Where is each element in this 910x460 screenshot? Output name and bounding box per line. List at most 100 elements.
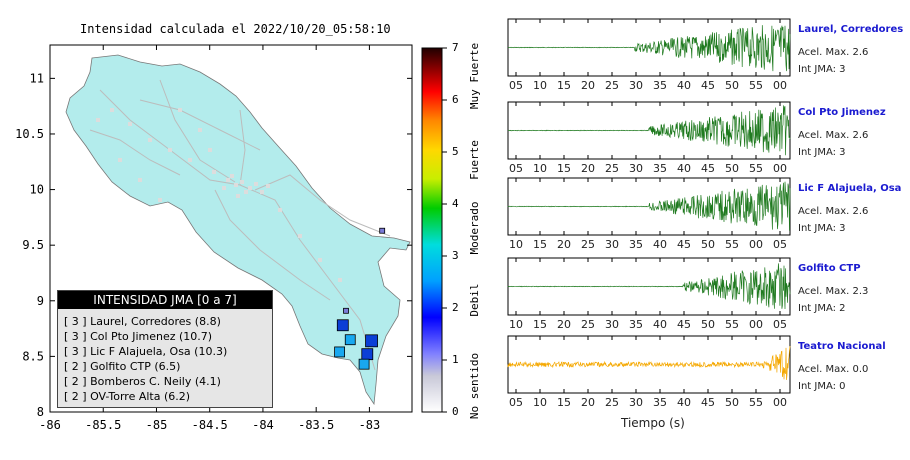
lat-tick-label: 8 [37, 405, 44, 419]
station-intensity: Int JMA: 3 [798, 147, 846, 158]
time-tick-label: 55 [749, 396, 763, 409]
time-tick-label: 25 [605, 162, 619, 175]
costa-rica-land [65, 54, 411, 406]
city-dot [168, 148, 172, 152]
station-name: Golfito CTP [798, 263, 861, 274]
time-tick-label: 00 [749, 238, 763, 251]
time-tick-label: 20 [581, 79, 595, 92]
station-name: Lic F Alajuela, Osa [798, 183, 902, 194]
city-dot [118, 158, 122, 162]
colorbar-tick-label: 1 [452, 353, 459, 366]
waveform-panel: 10 15 20 25 30 35 40 45 50 55 00 05 [507, 257, 791, 331]
waveform-frame [507, 177, 791, 236]
time-tick-label: 50 [701, 238, 715, 251]
city-dot [260, 190, 264, 194]
station-marker [336, 319, 349, 332]
time-tick-label: 25 [581, 318, 595, 331]
legend-item: [ 2 ] Golfito CTP (6.5) [64, 360, 181, 373]
station-name: Col Pto Jimenez [798, 107, 886, 118]
city-dot [110, 108, 114, 112]
waveform-panel: 05 10 15 20 25 30 35 40 45 50 55 00 [507, 18, 791, 92]
time-tick-label: 55 [725, 238, 739, 251]
time-tick-label: 35 [653, 396, 667, 409]
city-dot [266, 184, 270, 188]
time-tick-label: 35 [629, 238, 643, 251]
lon-tick-label: -84 [252, 418, 274, 432]
time-tick-label: 15 [533, 318, 547, 331]
time-tick-label: 15 [557, 162, 571, 175]
colorbar-tick-label: 7 [452, 41, 459, 54]
time-tick-label: 30 [605, 318, 619, 331]
colorbar-tick-label: 6 [452, 93, 459, 106]
time-tick-label: 15 [533, 238, 547, 251]
time-tick-label: 35 [653, 162, 667, 175]
lat-tick-label: 10 [30, 183, 44, 197]
time-tick-label: 00 [773, 162, 787, 175]
time-tick-label: 50 [725, 396, 739, 409]
time-tick-label: 15 [557, 396, 571, 409]
time-tick-label: 40 [677, 396, 691, 409]
city-dot [188, 158, 192, 162]
legend-item: [ 2 ] Bomberos C. Neily (4.1) [64, 375, 221, 388]
time-tick-label: 00 [749, 318, 763, 331]
lon-tick-label: -84.5 [192, 418, 228, 432]
time-tick-label: 55 [749, 79, 763, 92]
colorbar [421, 47, 443, 413]
station-intensity: Int JMA: 3 [798, 223, 846, 234]
lon-tick-label: -85.5 [85, 418, 121, 432]
city-dot [178, 108, 182, 112]
lon-tick-label: -85 [146, 418, 168, 432]
legend-item: [ 3 ] Laurel, Corredores (8.8) [64, 315, 221, 328]
city-dot [148, 138, 152, 142]
city-dot [198, 128, 202, 132]
time-tick-label: 05 [773, 318, 787, 331]
time-tick-label: 35 [629, 318, 643, 331]
station-accel: Acel. Max. 2.6 [798, 130, 869, 141]
station-intensity: Int JMA: 2 [798, 303, 846, 314]
colorbar-tick-label: 0 [452, 405, 459, 418]
legend-item: [ 2 ] OV-Torre Alta (6.2) [64, 390, 191, 403]
time-axis-label: Tiempo (s) [621, 416, 685, 430]
station-name: Laurel, Corredores [798, 24, 904, 35]
waveform-panel: 05 10 15 20 25 30 35 40 45 50 55 00 [507, 101, 791, 175]
legend-item: [ 3 ] Lic F Alajuela, Osa (10.3) [64, 345, 228, 358]
time-tick-label: 45 [701, 162, 715, 175]
time-tick-label: 00 [773, 79, 787, 92]
station-intensity: Int JMA: 3 [798, 64, 846, 75]
waveform-trace [507, 105, 791, 156]
time-tick-label: 45 [701, 396, 715, 409]
time-tick-label: 30 [629, 396, 643, 409]
time-tick-label: 25 [581, 238, 595, 251]
station-name: Teatro Nacional [798, 341, 886, 352]
city-dot [254, 182, 258, 186]
time-tick-label: 55 [749, 162, 763, 175]
time-tick-label: 10 [533, 396, 547, 409]
colorbar-tick-label: 4 [452, 197, 459, 210]
time-tick-label: 45 [677, 318, 691, 331]
city-dot [338, 278, 342, 282]
city-dot [212, 170, 216, 174]
time-tick-label: 55 [725, 318, 739, 331]
time-tick-label: 10 [533, 162, 547, 175]
waveform-trace [507, 345, 791, 381]
time-tick-label: 35 [653, 79, 667, 92]
station-marker [365, 334, 378, 348]
time-tick-label: 40 [677, 79, 691, 92]
intensity-legend: INTENSIDAD JMA [0 a 7] [ 3 ] Laurel, Cor… [57, 290, 273, 408]
station-marker [358, 358, 370, 370]
time-tick-label: 20 [581, 396, 595, 409]
waveform-frame [507, 101, 791, 160]
legend-item: [ 3 ] Col Pto Jimenez (10.7) [64, 330, 213, 343]
lat-tick-label: 9 [37, 294, 44, 308]
city-dot [230, 174, 234, 178]
city-dot [208, 148, 212, 152]
station-marker [344, 334, 356, 346]
colorbar-tick-label: 5 [452, 145, 459, 158]
city-dot [234, 183, 238, 187]
colorbar-tick-label: 2 [452, 301, 459, 314]
waveform-panel: 10 15 20 25 30 35 40 45 50 55 00 05 [507, 177, 791, 251]
time-tick-label: 10 [533, 79, 547, 92]
city-dot [236, 194, 240, 198]
time-tick-label: 30 [605, 238, 619, 251]
time-tick-label: 50 [725, 162, 739, 175]
